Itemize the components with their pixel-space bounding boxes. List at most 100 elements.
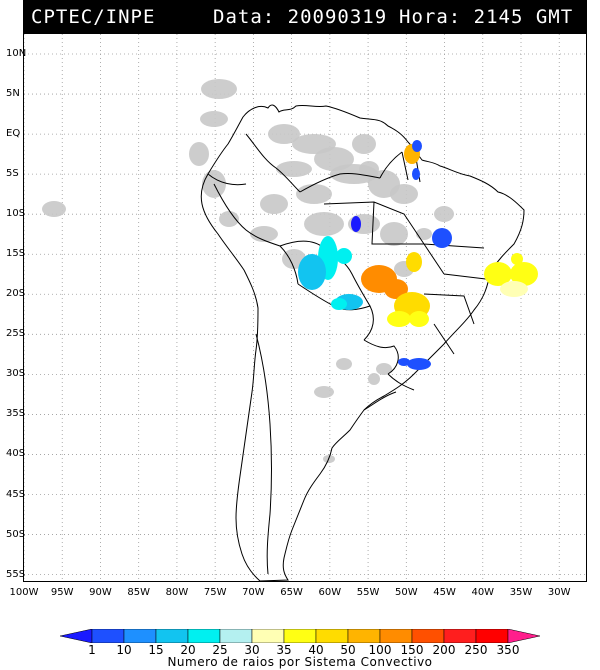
lat-label: 15S — [6, 248, 26, 260]
colorbar-segment — [283, 629, 317, 643]
source-label: CPTEC/INPE — [31, 6, 156, 28]
lat-label: 20S — [6, 288, 26, 300]
cloud-patch — [219, 211, 239, 227]
cloud-patch — [336, 358, 352, 370]
cloud-patch — [368, 373, 380, 385]
colorbar-label: 25 — [212, 643, 228, 657]
cloud-patch — [352, 134, 376, 154]
colorbar-label: 350 — [496, 643, 520, 657]
lat-label: 40S — [6, 448, 26, 460]
colorbar-label: 250 — [464, 643, 488, 657]
lon-label: 30W — [547, 587, 571, 598]
colorbar-label: 1 — [88, 643, 96, 657]
colorbar-label: 20 — [180, 643, 196, 657]
border-colombia — [245, 133, 301, 193]
colorbar-segment — [315, 629, 349, 643]
cloud-patch — [416, 228, 432, 240]
lon-label: 80W — [165, 587, 189, 598]
convective-system — [406, 252, 422, 272]
cloud-patch — [260, 194, 288, 214]
colorbar-label: 40 — [308, 643, 324, 657]
lat-label: 30S — [6, 368, 26, 380]
convective-system — [510, 262, 538, 286]
cloud-patch — [276, 161, 312, 177]
colorbar-segment — [411, 629, 445, 643]
convective-system — [432, 228, 452, 248]
cloud-patch — [314, 386, 334, 398]
cloud-patch — [201, 79, 237, 99]
convective-system — [412, 168, 420, 180]
colorbar-label: 150 — [400, 643, 424, 657]
cloud-patch — [189, 142, 209, 166]
colorbar-label: 50 — [340, 643, 356, 657]
colorbar-label: 100 — [368, 643, 392, 657]
colorbar-segment — [251, 629, 285, 643]
colorbar-label: 200 — [432, 643, 456, 657]
lon-label: 35W — [509, 587, 533, 598]
colorbar-segment — [443, 629, 477, 643]
colorbar-segment — [155, 629, 189, 643]
cloud-patch — [359, 161, 379, 177]
lon-label: 65W — [280, 587, 303, 598]
convective-systems-layer — [298, 140, 538, 370]
lat-label: 55S — [6, 568, 26, 580]
convective-system — [484, 262, 512, 286]
convective-system — [387, 311, 411, 327]
colorbar-label: 30 — [244, 643, 260, 657]
map-frame — [23, 33, 587, 582]
convective-system — [412, 140, 422, 152]
lon-label: 75W — [203, 587, 227, 598]
cloud-patch — [390, 184, 418, 204]
lat-label: 10N — [6, 48, 27, 60]
colorbar-segment — [123, 629, 157, 643]
colorbar-segment — [91, 629, 125, 643]
convective-system — [351, 216, 361, 232]
lat-label: EQ — [6, 128, 21, 140]
convective-system — [298, 254, 326, 290]
lon-label: 70W — [242, 587, 265, 598]
colorbar-segment — [475, 629, 509, 643]
cloud-patch — [304, 212, 344, 236]
cloud-patch — [296, 184, 332, 204]
lon-label: 85W — [127, 587, 150, 598]
lon-label: 50W — [395, 587, 418, 598]
lat-label: 45S — [6, 488, 26, 500]
lat-lon-grid — [24, 34, 586, 581]
colorbar-segment — [347, 629, 381, 643]
coastline-borders-layer — [200, 104, 525, 581]
cloud-patch — [268, 124, 300, 144]
border-peru — [213, 183, 299, 285]
time-label: Hora: 2145 GMT — [399, 6, 574, 28]
lon-label: 95W — [50, 587, 74, 598]
colorbar-segment — [187, 629, 221, 643]
border-venezuela — [299, 173, 381, 193]
convective-system — [500, 281, 528, 297]
border-ecuador — [207, 173, 247, 186]
date-label: Data: 20090319 — [213, 6, 388, 28]
convective-system — [407, 358, 431, 370]
cloud-patch — [200, 111, 228, 127]
lon-label: 60W — [318, 587, 342, 598]
lat-label: 5N — [6, 88, 20, 100]
colorbar-segment — [219, 629, 253, 643]
colorbar — [60, 629, 540, 643]
border-chile-argentina — [255, 333, 272, 575]
cloud-patch — [380, 222, 408, 246]
lon-label: 40W — [471, 587, 495, 598]
lat-label: 25S — [6, 328, 26, 340]
colorbar-label: 10 — [116, 643, 132, 657]
convective-system — [511, 253, 523, 265]
border-argentina-uruguay — [363, 373, 415, 411]
south-america-map — [24, 34, 586, 581]
convective-system — [409, 311, 429, 327]
cloud-patch — [250, 226, 278, 242]
convective-system — [336, 248, 352, 264]
cloud-patch — [42, 201, 66, 217]
convective-system — [331, 298, 347, 310]
convective-system — [384, 279, 408, 299]
colorbar-title: Numero de raios por Sistema Convectivo — [167, 655, 433, 669]
lat-label: 35S — [6, 408, 26, 420]
colorbar-segment — [379, 629, 413, 643]
colorbar-segment — [507, 629, 540, 643]
lon-label: 90W — [89, 587, 112, 598]
